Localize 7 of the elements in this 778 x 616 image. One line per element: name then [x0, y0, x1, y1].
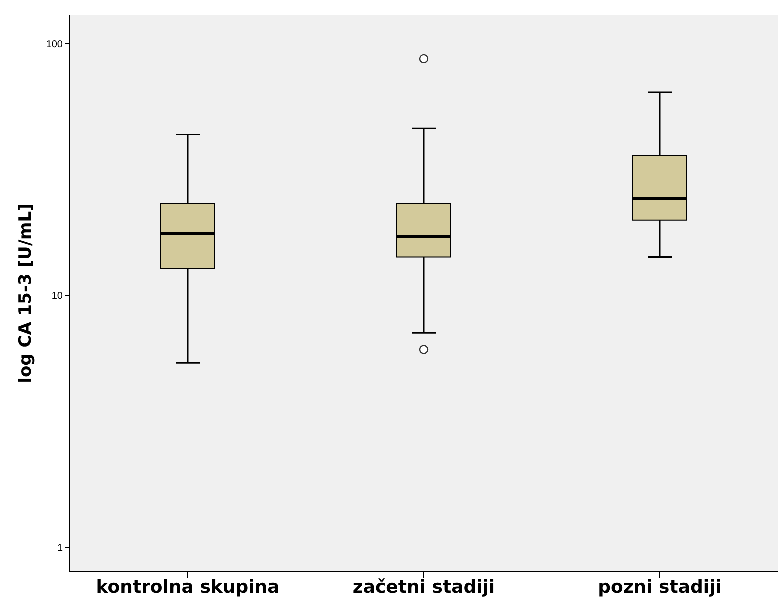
y-tick-label: 100	[46, 39, 64, 50]
y-tick-label: 10	[52, 291, 64, 302]
x-tick-label: pozni stadiji	[598, 576, 722, 598]
x-tick-label: začetni stadiji	[352, 576, 496, 598]
y-axis-title: log CA 15-3 [U/mL]	[16, 204, 36, 384]
y-tick-label: 1	[57, 543, 64, 554]
x-tick-label: kontrolna skupina	[96, 576, 280, 598]
